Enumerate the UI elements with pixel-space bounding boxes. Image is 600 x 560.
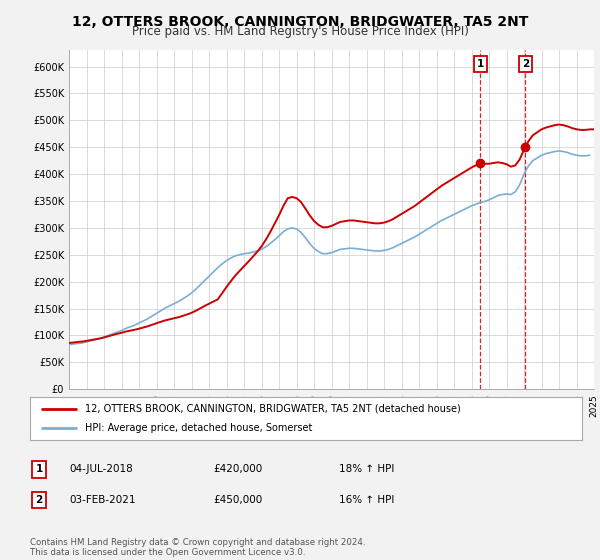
Text: 12, OTTERS BROOK, CANNINGTON, BRIDGWATER, TA5 2NT: 12, OTTERS BROOK, CANNINGTON, BRIDGWATER… <box>72 15 528 29</box>
Text: 1: 1 <box>35 464 43 474</box>
Text: 2: 2 <box>522 59 529 69</box>
Text: 18% ↑ HPI: 18% ↑ HPI <box>339 464 394 474</box>
Text: HPI: Average price, detached house, Somerset: HPI: Average price, detached house, Some… <box>85 423 313 433</box>
Text: 2: 2 <box>35 495 43 505</box>
Text: 04-JUL-2018: 04-JUL-2018 <box>69 464 133 474</box>
Text: 03-FEB-2021: 03-FEB-2021 <box>69 495 136 505</box>
Text: £450,000: £450,000 <box>213 495 262 505</box>
Text: 12, OTTERS BROOK, CANNINGTON, BRIDGWATER, TA5 2NT (detached house): 12, OTTERS BROOK, CANNINGTON, BRIDGWATER… <box>85 404 461 413</box>
Text: Price paid vs. HM Land Registry's House Price Index (HPI): Price paid vs. HM Land Registry's House … <box>131 25 469 38</box>
Text: Contains HM Land Registry data © Crown copyright and database right 2024.
This d: Contains HM Land Registry data © Crown c… <box>30 538 365 557</box>
Text: 1: 1 <box>476 59 484 69</box>
Text: 16% ↑ HPI: 16% ↑ HPI <box>339 495 394 505</box>
Text: £420,000: £420,000 <box>213 464 262 474</box>
